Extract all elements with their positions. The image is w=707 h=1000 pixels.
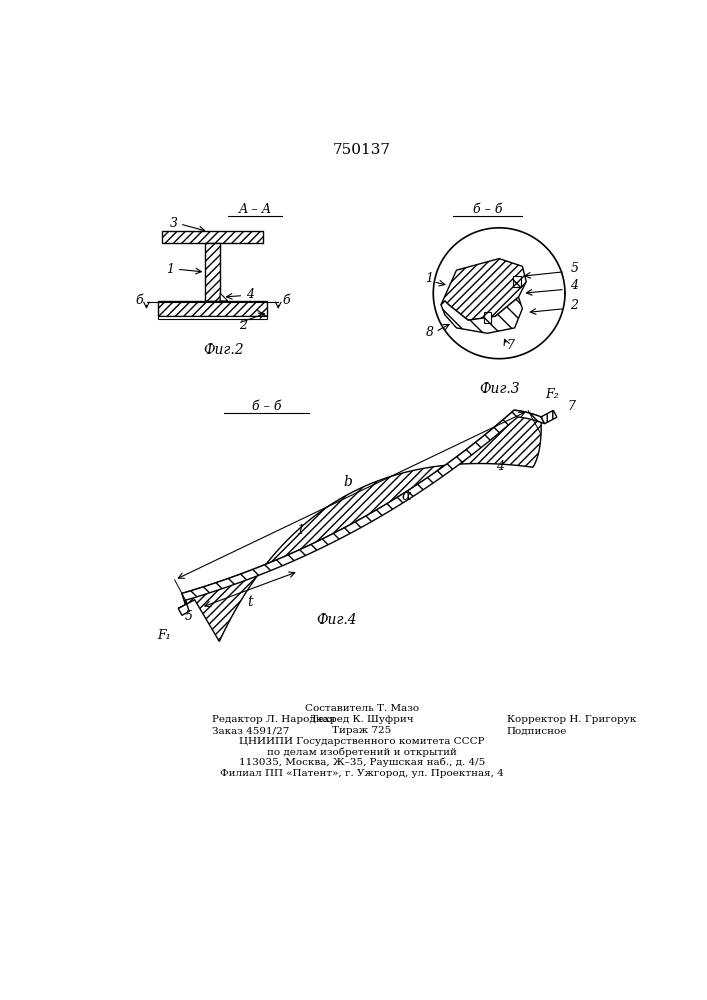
Text: t: t <box>247 595 252 609</box>
Text: Составитель Т. Мазо: Составитель Т. Мазо <box>305 704 419 713</box>
Text: Фиг.4: Фиг.4 <box>316 613 357 627</box>
Text: Редактор Л. Народная: Редактор Л. Народная <box>212 715 336 724</box>
Text: Подписное: Подписное <box>507 726 567 735</box>
Polygon shape <box>178 410 544 615</box>
Text: Филиал ПП «Патент», г. Ужгород, ул. Проектная, 4: Филиал ПП «Патент», г. Ужгород, ул. Прое… <box>220 769 504 778</box>
Text: 750137: 750137 <box>333 143 391 157</box>
Polygon shape <box>441 259 526 320</box>
Bar <box>513 276 521 287</box>
Text: Техред К. Шуфрич: Техред К. Шуфрич <box>310 715 414 724</box>
Polygon shape <box>178 410 541 641</box>
Text: по делам изобретений и открытий: по делам изобретений и открытий <box>267 747 457 757</box>
Text: 5: 5 <box>185 610 193 623</box>
Text: 1: 1 <box>296 524 305 537</box>
Text: 4: 4 <box>245 288 254 301</box>
Text: 7: 7 <box>567 400 575 413</box>
Bar <box>158 316 267 319</box>
Text: b: b <box>343 475 352 489</box>
Text: 4: 4 <box>496 460 504 473</box>
Text: 8: 8 <box>426 326 433 339</box>
Text: 5: 5 <box>571 262 578 275</box>
Text: Корректор Н. Григорук: Корректор Н. Григорук <box>507 715 636 724</box>
Text: А – А: А – А <box>238 203 271 216</box>
Text: 7: 7 <box>507 339 515 352</box>
Polygon shape <box>441 297 522 333</box>
Text: 2: 2 <box>240 319 247 332</box>
Bar <box>484 312 491 323</box>
Bar <box>162 231 263 243</box>
Text: Заказ 4591/27: Заказ 4591/27 <box>212 726 290 735</box>
Text: 113035, Москва, Ж–35, Раушская наб., д. 4/5: 113035, Москва, Ж–35, Раушская наб., д. … <box>239 757 485 767</box>
Text: б: б <box>135 294 143 307</box>
Text: F₂: F₂ <box>545 388 559 401</box>
Text: Тираж 725: Тираж 725 <box>332 726 392 735</box>
Text: 1: 1 <box>426 272 433 285</box>
Text: 4: 4 <box>571 279 578 292</box>
Text: α: α <box>401 489 411 503</box>
Bar <box>158 301 267 316</box>
Text: 3: 3 <box>170 217 177 230</box>
Polygon shape <box>541 410 557 424</box>
Text: F₁: F₁ <box>158 629 171 642</box>
Text: 2: 2 <box>571 299 578 312</box>
Text: б – б: б – б <box>252 400 281 413</box>
Text: б: б <box>282 294 290 307</box>
Text: 1: 1 <box>165 263 174 276</box>
Text: Фиг.3: Фиг.3 <box>479 382 520 396</box>
Text: Фиг.2: Фиг.2 <box>204 343 245 357</box>
Bar <box>204 243 220 301</box>
Text: б – б: б – б <box>473 203 502 216</box>
Text: ЦНИИПИ Государственного комитета СССР: ЦНИИПИ Государственного комитета СССР <box>239 737 485 746</box>
Polygon shape <box>220 293 228 301</box>
